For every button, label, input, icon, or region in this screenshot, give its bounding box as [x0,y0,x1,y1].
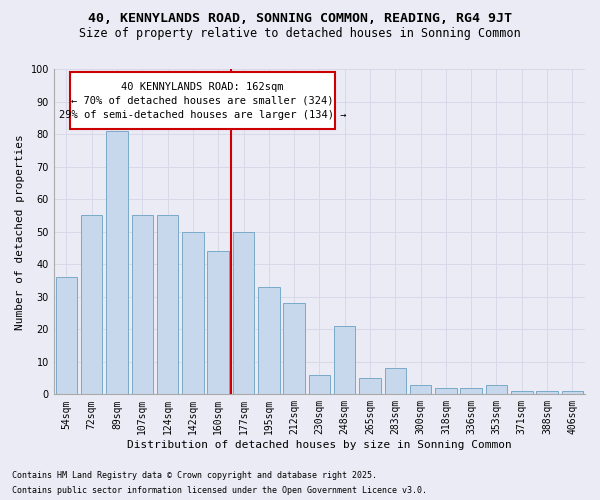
Bar [410,384,431,394]
Bar [157,216,178,394]
Bar [182,232,203,394]
Text: 40, KENNYLANDS ROAD, SONNING COMMON, READING, RG4 9JT: 40, KENNYLANDS ROAD, SONNING COMMON, REA… [88,12,512,26]
Bar [81,216,103,394]
Y-axis label: Number of detached properties: Number of detached properties [15,134,25,330]
Bar [56,277,77,394]
Text: Size of property relative to detached houses in Sonning Common: Size of property relative to detached ho… [79,28,521,40]
Text: Contains public sector information licensed under the Open Government Licence v3: Contains public sector information licen… [12,486,427,495]
FancyBboxPatch shape [70,72,335,129]
Bar [536,391,558,394]
Text: Contains HM Land Registry data © Crown copyright and database right 2025.: Contains HM Land Registry data © Crown c… [12,471,377,480]
Text: 40 KENNYLANDS ROAD: 162sqm
← 70% of detached houses are smaller (324)
29% of sem: 40 KENNYLANDS ROAD: 162sqm ← 70% of deta… [59,82,346,120]
Bar [385,368,406,394]
Bar [208,251,229,394]
Bar [359,378,381,394]
Bar [486,384,507,394]
Bar [460,388,482,394]
Bar [106,131,128,394]
Bar [283,303,305,394]
Bar [258,287,280,395]
Bar [308,375,330,394]
Bar [334,326,355,394]
Bar [233,232,254,394]
Bar [435,388,457,394]
Bar [131,216,153,394]
X-axis label: Distribution of detached houses by size in Sonning Common: Distribution of detached houses by size … [127,440,512,450]
Bar [562,391,583,394]
Bar [511,391,533,394]
